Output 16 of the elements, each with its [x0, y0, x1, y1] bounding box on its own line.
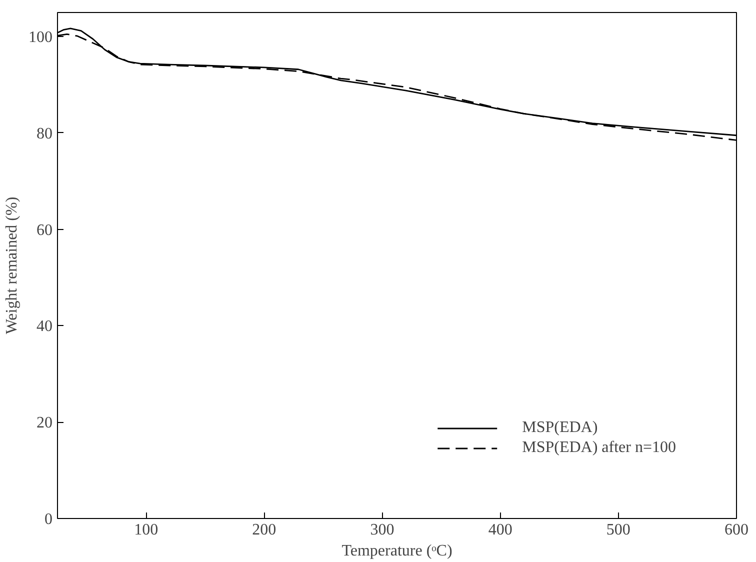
x-axis-title: Temperature (ᵒC): [342, 542, 452, 560]
y-tick-label: 40: [36, 318, 52, 336]
x-tick-label: 600: [724, 522, 748, 538]
x-tick-label: 100: [134, 522, 158, 538]
y-tick-label: 100: [28, 29, 52, 46]
x-tick-label: 500: [606, 522, 630, 538]
y-tick-label: 60: [36, 222, 52, 239]
y-tick-label: 0: [44, 511, 52, 528]
x-tick-label: 400: [488, 522, 512, 538]
legend-label: MSP(EDA) after n=100: [522, 439, 676, 457]
x-tick-label: 200: [252, 522, 276, 538]
x-tick-label: 300: [370, 522, 394, 538]
y-axis-title: Weight remained (%): [4, 196, 20, 334]
y-tick-label: 20: [36, 414, 52, 432]
y-tick-label: 80: [36, 125, 52, 142]
legend-label: MSP(EDA): [522, 419, 598, 437]
